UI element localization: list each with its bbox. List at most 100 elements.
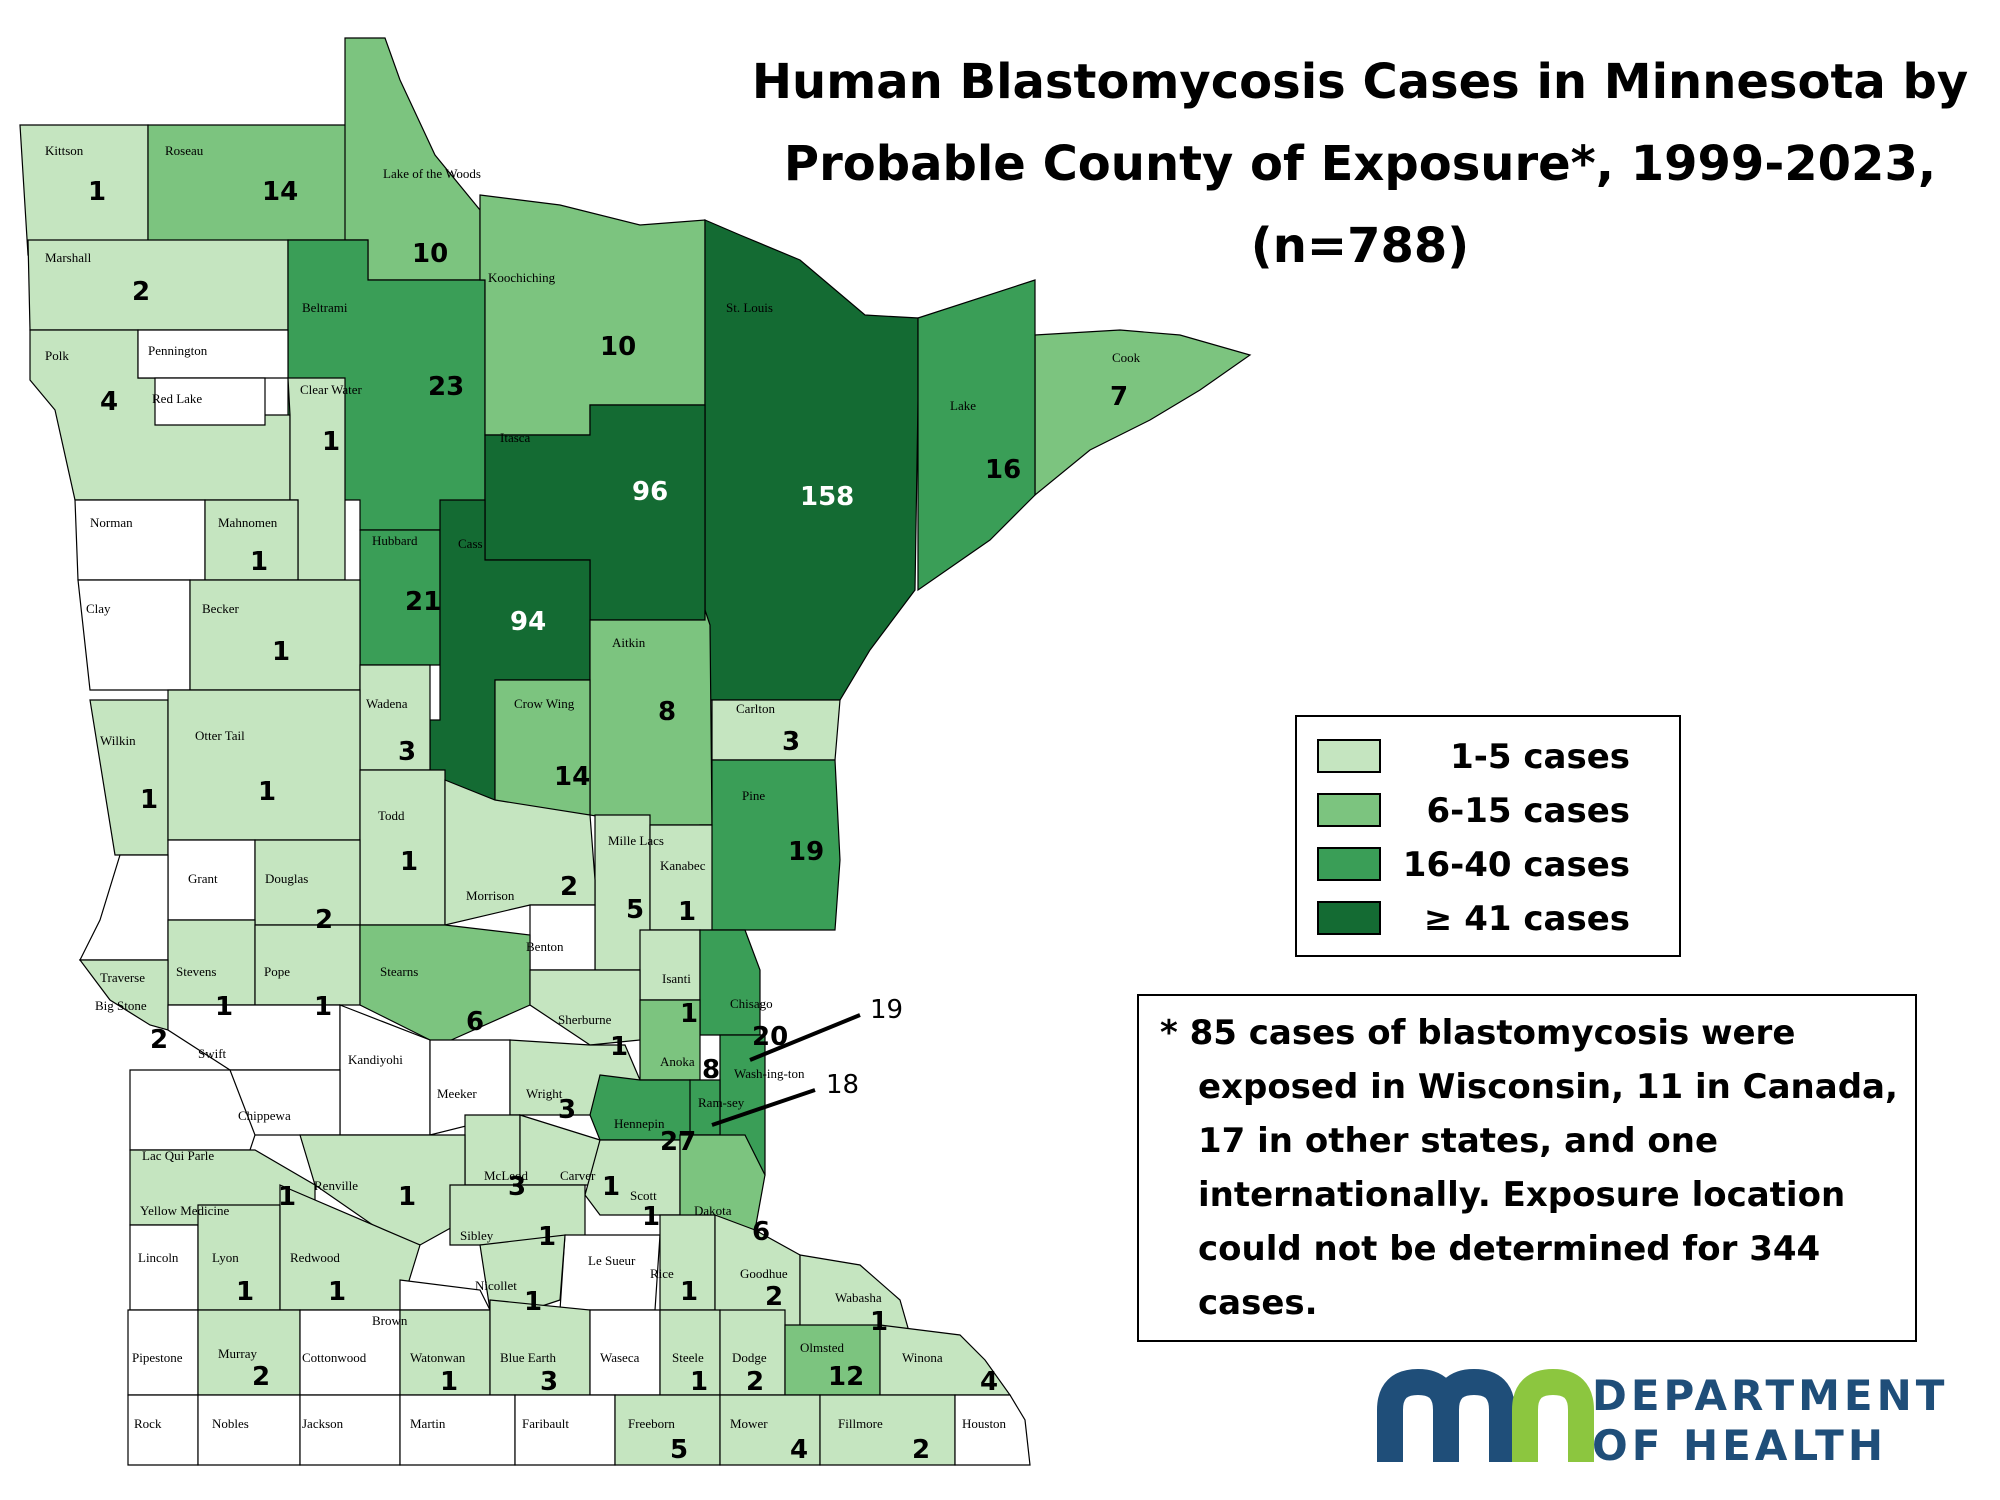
footnote-line-4: internationally. Exposure location	[1198, 1175, 1845, 1215]
county-name-blue-earth: Blue Earth	[500, 1350, 556, 1365]
county-count-mower: 4	[790, 1435, 808, 1465]
map-title: Human Blastomycosis Cases in Minnesota b…	[752, 54, 1968, 274]
county-scott	[584, 1139, 681, 1216]
county-count-lake-of-the-woods: 10	[412, 239, 448, 269]
county-lac-qui-parle	[129, 1069, 256, 1151]
footnote: * 85 cases of blastomycosis were exposed …	[1137, 994, 1917, 1342]
footnote-line-1: * 85 cases of blastomycosis were	[1160, 1013, 1795, 1053]
county-name-douglas: Douglas	[265, 871, 308, 886]
legend-label-3: 16-40 cases	[1403, 845, 1630, 885]
county-cook	[1034, 329, 1252, 497]
county-count-todd: 1	[400, 847, 418, 877]
county-name-pipestone: Pipestone	[132, 1350, 183, 1365]
county-count-douglas: 2	[315, 905, 333, 935]
county-layer	[19, 37, 1252, 1466]
county-count-beltrami: 23	[428, 372, 464, 402]
county-count-nicollet: 1	[524, 1287, 542, 1317]
county-count-goodhue: 2	[765, 1282, 783, 1312]
county-aitkin	[589, 609, 713, 826]
legend: 1-5 cases 6-15 cases 16-40 cases ≥ 41 cases	[1295, 715, 1681, 957]
county-name-grant: Grant	[188, 871, 218, 886]
county-name-dodge: Dodge	[732, 1350, 767, 1365]
county-name-chippewa: Chippewa	[238, 1108, 291, 1123]
county-name-swift: Swift	[198, 1046, 227, 1061]
footnote-line-3: 17 in other states, and one	[1198, 1121, 1718, 1161]
county-name-cottonwood: Cottonwood	[302, 1350, 367, 1365]
county-name-norman: Norman	[90, 515, 133, 530]
county-count-scott: 1	[642, 1202, 660, 1232]
county-count-fillmore: 2	[912, 1435, 930, 1465]
county-name-mahnomen: Mahnomen	[218, 515, 278, 530]
county-norman	[74, 499, 206, 581]
callout-ramsey-count: 18	[826, 1070, 859, 1100]
county-count-stevens: 1	[215, 992, 233, 1022]
county-name-roseau: Roseau	[165, 143, 204, 158]
county-isanti	[639, 929, 701, 1001]
county-count-dodge: 2	[746, 1367, 764, 1397]
county-red-lake	[154, 377, 266, 426]
county-count-crow-wing: 14	[554, 762, 590, 792]
legend-label-1: 1-5 cases	[1450, 737, 1630, 777]
county-name-aitkin: Aitkin	[612, 635, 646, 650]
county-name-mower: Mower	[730, 1416, 768, 1431]
footnote-line-2: exposed in Wisconsin, 11 in Canada,	[1198, 1067, 1898, 1107]
callout-line-washington	[749, 1013, 861, 1062]
county-name-wilkin: Wilkin	[100, 733, 136, 748]
county-name-mille-lacs: Mille Lacs	[608, 833, 664, 848]
county-count-mcleod: 3	[508, 1172, 526, 1202]
county-lincoln	[129, 1224, 199, 1311]
county-count-stearns: 6	[466, 1007, 484, 1037]
county-name-hennepin: Hennepin	[614, 1116, 665, 1131]
county-name-red-lake: Red Lake	[152, 391, 202, 406]
county-le-sueur	[559, 1234, 661, 1311]
county-name-nicollet: Nicollet	[475, 1278, 517, 1293]
county-count-carlton: 3	[782, 727, 800, 757]
county-name-olmsted: Olmsted	[800, 1340, 845, 1355]
county-name-dakota: Dakota	[694, 1203, 732, 1218]
county-count-polk: 4	[100, 387, 118, 417]
county-count-clear-water: 1	[322, 427, 340, 457]
county-name-polk: Polk	[45, 348, 69, 363]
county-name-clear-water: Clear Water	[300, 382, 363, 397]
metro-callouts: 19 18	[711, 995, 903, 1127]
county-name-big-stone: Big Stone	[95, 998, 147, 1013]
county-name-lincoln: Lincoln	[138, 1250, 179, 1265]
county-count-wright: 3	[558, 1095, 576, 1125]
title-line-1: Human Blastomycosis Cases in Minnesota b…	[752, 54, 1968, 110]
county-name-sibley: Sibley	[460, 1228, 494, 1243]
county-clay	[77, 579, 191, 691]
county-name-steele: Steele	[672, 1350, 704, 1365]
county-name-anoka: Anoka	[660, 1054, 695, 1069]
county-count-winona: 4	[980, 1367, 998, 1397]
county-name-pine: Pine	[742, 788, 765, 803]
logo-line-1: DEPARTMENT	[1592, 1371, 1948, 1420]
county-wadena	[359, 664, 431, 771]
county-count-wilkin: 1	[140, 785, 158, 815]
county-count-roseau: 14	[262, 177, 298, 207]
county-count-freeborn: 5	[670, 1435, 688, 1465]
county-count-hubbard: 21	[405, 587, 441, 617]
county-big-stone	[78, 959, 169, 1031]
legend-swatch-3	[1317, 847, 1381, 881]
county-name-chisago: Chisago	[730, 996, 773, 1011]
county-count-rice: 1	[680, 1277, 698, 1307]
county-count-big-stone: 2	[150, 1025, 168, 1055]
county-count-sherburne: 1	[610, 1032, 628, 1062]
county-name-itasca: Itasca	[500, 430, 531, 445]
county-name-cass: Cass	[458, 536, 483, 551]
county-name-koochiching: Koochiching	[488, 270, 556, 285]
county-name-hubbard: Hubbard	[372, 533, 418, 548]
legend-swatch-1	[1317, 739, 1381, 773]
county-count-st-louis: 158	[800, 482, 854, 512]
county-count-watonwan: 1	[440, 1367, 458, 1397]
county-name-cook: Cook	[1112, 350, 1141, 365]
mn-logo-icon	[1377, 1368, 1594, 1462]
county-name-wright: Wright	[526, 1086, 563, 1101]
county-name-clay: Clay	[86, 601, 111, 616]
county-koochiching	[479, 194, 706, 436]
county-count-cook: 7	[1110, 382, 1128, 412]
legend-label-4: ≥ 41 cases	[1424, 899, 1630, 939]
county-name-beltrami: Beltrami	[302, 300, 348, 315]
